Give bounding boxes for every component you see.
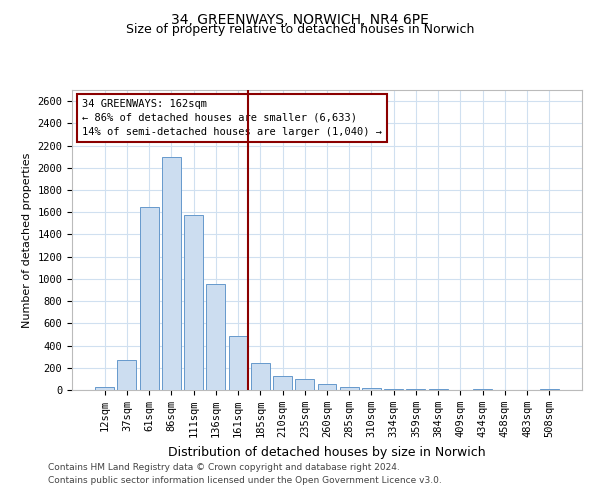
Text: Contains HM Land Registry data © Crown copyright and database right 2024.: Contains HM Land Registry data © Crown c… [48, 464, 400, 472]
Bar [251, 364, 270, 390]
Text: Size of property relative to detached houses in Norwich: Size of property relative to detached ho… [126, 22, 474, 36]
Bar [118, 360, 136, 390]
Bar [206, 284, 225, 390]
Bar [273, 376, 292, 390]
Bar [384, 389, 403, 390]
Bar [317, 384, 337, 390]
Bar [162, 156, 181, 390]
Bar [340, 386, 359, 390]
Text: Contains public sector information licensed under the Open Government Licence v3: Contains public sector information licen… [48, 476, 442, 485]
Text: 34, GREENWAYS, NORWICH, NR4 6PE: 34, GREENWAYS, NORWICH, NR4 6PE [171, 12, 429, 26]
Bar [184, 215, 203, 390]
Bar [295, 379, 314, 390]
Bar [95, 387, 114, 390]
Bar [229, 336, 248, 390]
Bar [140, 206, 158, 390]
X-axis label: Distribution of detached houses by size in Norwich: Distribution of detached houses by size … [168, 446, 486, 458]
Text: 34 GREENWAYS: 162sqm
← 86% of detached houses are smaller (6,633)
14% of semi-de: 34 GREENWAYS: 162sqm ← 86% of detached h… [82, 99, 382, 137]
Bar [406, 389, 425, 390]
Y-axis label: Number of detached properties: Number of detached properties [22, 152, 32, 328]
Bar [362, 388, 381, 390]
